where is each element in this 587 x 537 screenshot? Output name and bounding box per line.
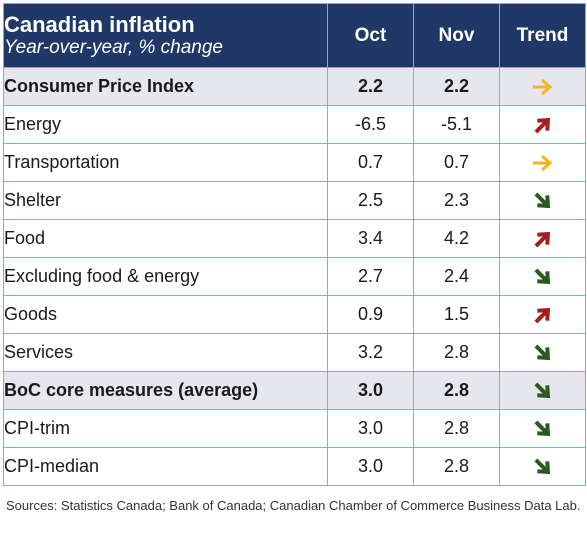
- row-label: CPI-median: [3, 447, 328, 486]
- arrow-up-right-icon: [534, 117, 550, 133]
- table-row: Shelter 2.5 2.3: [3, 181, 586, 220]
- table-row: Transportation 0.7 0.7: [3, 143, 586, 182]
- nov-value: 2.3: [413, 181, 500, 220]
- table-row: Services 3.2 2.8: [3, 333, 586, 372]
- header-row: Canadian inflation Year-over-year, % cha…: [3, 3, 586, 68]
- oct-value: 2.2: [327, 67, 414, 106]
- nov-value: 4.2: [413, 219, 500, 258]
- trend-cell: [499, 295, 586, 334]
- oct-value: -6.5: [327, 105, 414, 144]
- arrow-down-right-icon: [534, 344, 550, 360]
- table-row: Energy -6.5 -5.1: [3, 105, 586, 144]
- trend-cell: [499, 409, 586, 448]
- row-label: Energy: [3, 105, 328, 144]
- table-row: Consumer Price Index 2.2 2.2: [3, 67, 586, 106]
- nov-value: 2.4: [413, 257, 500, 296]
- row-label: BoC core measures (average): [3, 371, 328, 410]
- table-row: CPI-median 3.0 2.8: [3, 447, 586, 486]
- trend-cell: [499, 219, 586, 258]
- oct-value: 3.2: [327, 333, 414, 372]
- nov-value: 2.8: [413, 333, 500, 372]
- nov-value: 1.5: [413, 295, 500, 334]
- trend-cell: [499, 333, 586, 372]
- arrow-down-right-icon: [534, 420, 550, 436]
- arrow-right-icon: [532, 78, 552, 95]
- row-label: Shelter: [3, 181, 328, 220]
- oct-value: 2.5: [327, 181, 414, 220]
- nov-value: 2.8: [413, 371, 500, 410]
- table-body: Consumer Price Index 2.2 2.2 Energy -6.5 -5.1…: [3, 67, 586, 486]
- title-cell: Canadian inflation Year-over-year, % cha…: [3, 3, 328, 68]
- table-row: Goods 0.9 1.5: [3, 295, 586, 334]
- nov-value: 2.8: [413, 409, 500, 448]
- trend-cell: [499, 181, 586, 220]
- arrow-down-right-icon: [534, 382, 550, 398]
- column-header-oct: Oct: [327, 3, 414, 68]
- trend-cell: [499, 257, 586, 296]
- trend-cell: [499, 143, 586, 182]
- arrow-right-icon: [532, 154, 552, 171]
- nov-value: 2.2: [413, 67, 500, 106]
- column-header-trend: Trend: [499, 3, 586, 68]
- row-label: Excluding food & energy: [3, 257, 328, 296]
- trend-cell: [499, 67, 586, 106]
- trend-cell: [499, 447, 586, 486]
- oct-value: 0.9: [327, 295, 414, 334]
- row-label: Goods: [3, 295, 328, 334]
- inflation-table: Canadian inflation Year-over-year, % cha…: [3, 3, 586, 486]
- oct-value: 3.0: [327, 371, 414, 410]
- row-label: Transportation: [3, 143, 328, 182]
- table-subtitle: Year-over-year, % change: [4, 37, 223, 58]
- nov-value: 2.8: [413, 447, 500, 486]
- trend-cell: [499, 105, 586, 144]
- arrow-down-right-icon: [534, 458, 550, 474]
- table-row: Food 3.4 4.2: [3, 219, 586, 258]
- oct-value: 3.0: [327, 409, 414, 448]
- oct-value: 2.7: [327, 257, 414, 296]
- table-row: CPI-trim 3.0 2.8: [3, 409, 586, 448]
- oct-value: 0.7: [327, 143, 414, 182]
- oct-value: 3.0: [327, 447, 414, 486]
- column-header-nov: Nov: [413, 3, 500, 68]
- oct-value: 3.4: [327, 219, 414, 258]
- arrow-up-right-icon: [534, 307, 550, 323]
- table-row: BoC core measures (average) 3.0 2.8: [3, 371, 586, 410]
- arrow-up-right-icon: [534, 231, 550, 247]
- nov-value: -5.1: [413, 105, 500, 144]
- row-label: Food: [3, 219, 328, 258]
- nov-value: 0.7: [413, 143, 500, 182]
- arrow-down-right-icon: [534, 192, 550, 208]
- table-title: Canadian inflation: [4, 12, 195, 37]
- row-label: CPI-trim: [3, 409, 328, 448]
- row-label: Services: [3, 333, 328, 372]
- trend-cell: [499, 371, 586, 410]
- row-label: Consumer Price Index: [3, 67, 328, 106]
- arrow-down-right-icon: [534, 268, 550, 284]
- source-note: Sources: Statistics Canada; Bank of Cana…: [6, 498, 581, 513]
- table-row: Excluding food & energy 2.7 2.4: [3, 257, 586, 296]
